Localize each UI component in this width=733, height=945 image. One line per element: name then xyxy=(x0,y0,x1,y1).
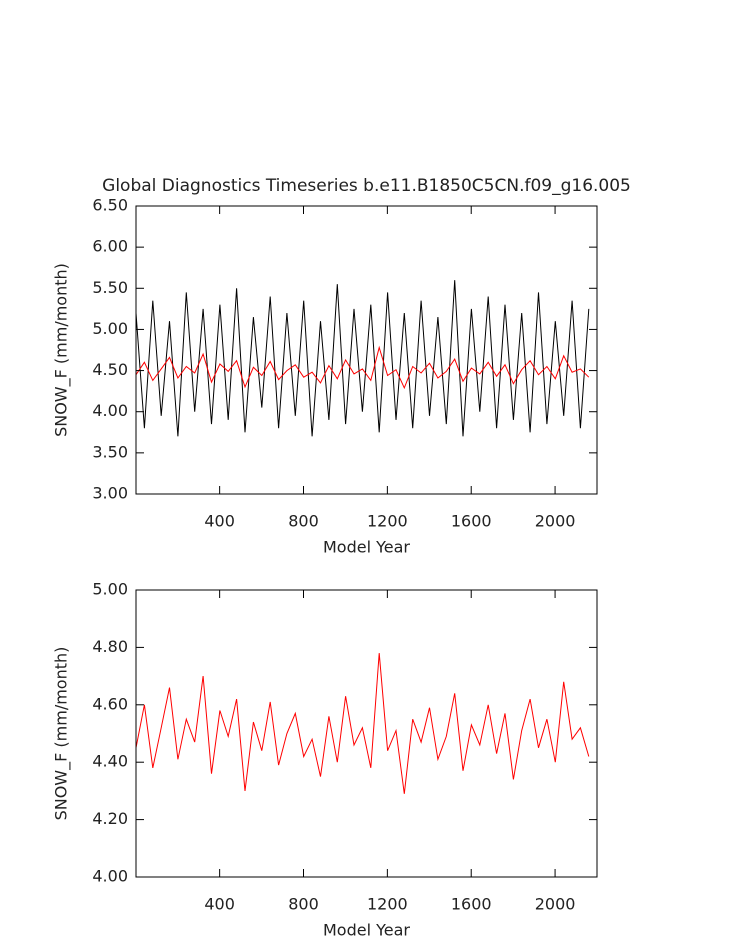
y-tick-label: 6.00 xyxy=(92,237,128,256)
x-axis-label: Model Year xyxy=(323,921,410,940)
x-axis-label: Model Year xyxy=(323,538,410,557)
y-tick-label: 4.60 xyxy=(92,694,128,713)
y-tick-label: 5.00 xyxy=(92,580,128,599)
y-tick-label: 4.00 xyxy=(92,867,128,886)
y-tick-label: 4.80 xyxy=(92,637,128,656)
x-tick-label: 1600 xyxy=(451,512,492,531)
y-tick-label: 4.50 xyxy=(92,360,128,379)
series-line xyxy=(135,653,590,794)
y-tick-label: 5.50 xyxy=(92,278,128,297)
y-tick-label: 4.40 xyxy=(92,752,128,771)
x-tick-label: 2000 xyxy=(535,895,576,914)
x-tick-label: 800 xyxy=(288,512,319,531)
x-tick-label: 800 xyxy=(288,895,319,914)
y-tick-label: 4.20 xyxy=(92,809,128,828)
chart-title: Global Diagnostics Timeseries b.e11.B185… xyxy=(102,176,631,196)
plot-frame xyxy=(135,589,598,878)
x-tick-label: 1600 xyxy=(451,895,492,914)
x-tick-label: 400 xyxy=(204,895,235,914)
y-tick-label: 3.00 xyxy=(92,484,128,503)
y-axis-label: SNOW_F (mm/month) xyxy=(52,647,72,821)
y-axis-label: SNOW_F (mm/month) xyxy=(52,263,72,437)
y-tick-label: 4.00 xyxy=(92,401,128,420)
y-tick-label: 5.00 xyxy=(92,319,128,338)
x-tick-label: 400 xyxy=(204,512,235,531)
series-line xyxy=(135,345,590,390)
plot-frame xyxy=(135,205,598,495)
x-tick-label: 1200 xyxy=(367,512,408,531)
x-tick-label: 2000 xyxy=(535,512,576,531)
series-line xyxy=(135,280,590,437)
y-tick-label: 3.50 xyxy=(92,442,128,461)
y-tick-label: 6.50 xyxy=(92,196,128,215)
x-tick-label: 1200 xyxy=(367,895,408,914)
